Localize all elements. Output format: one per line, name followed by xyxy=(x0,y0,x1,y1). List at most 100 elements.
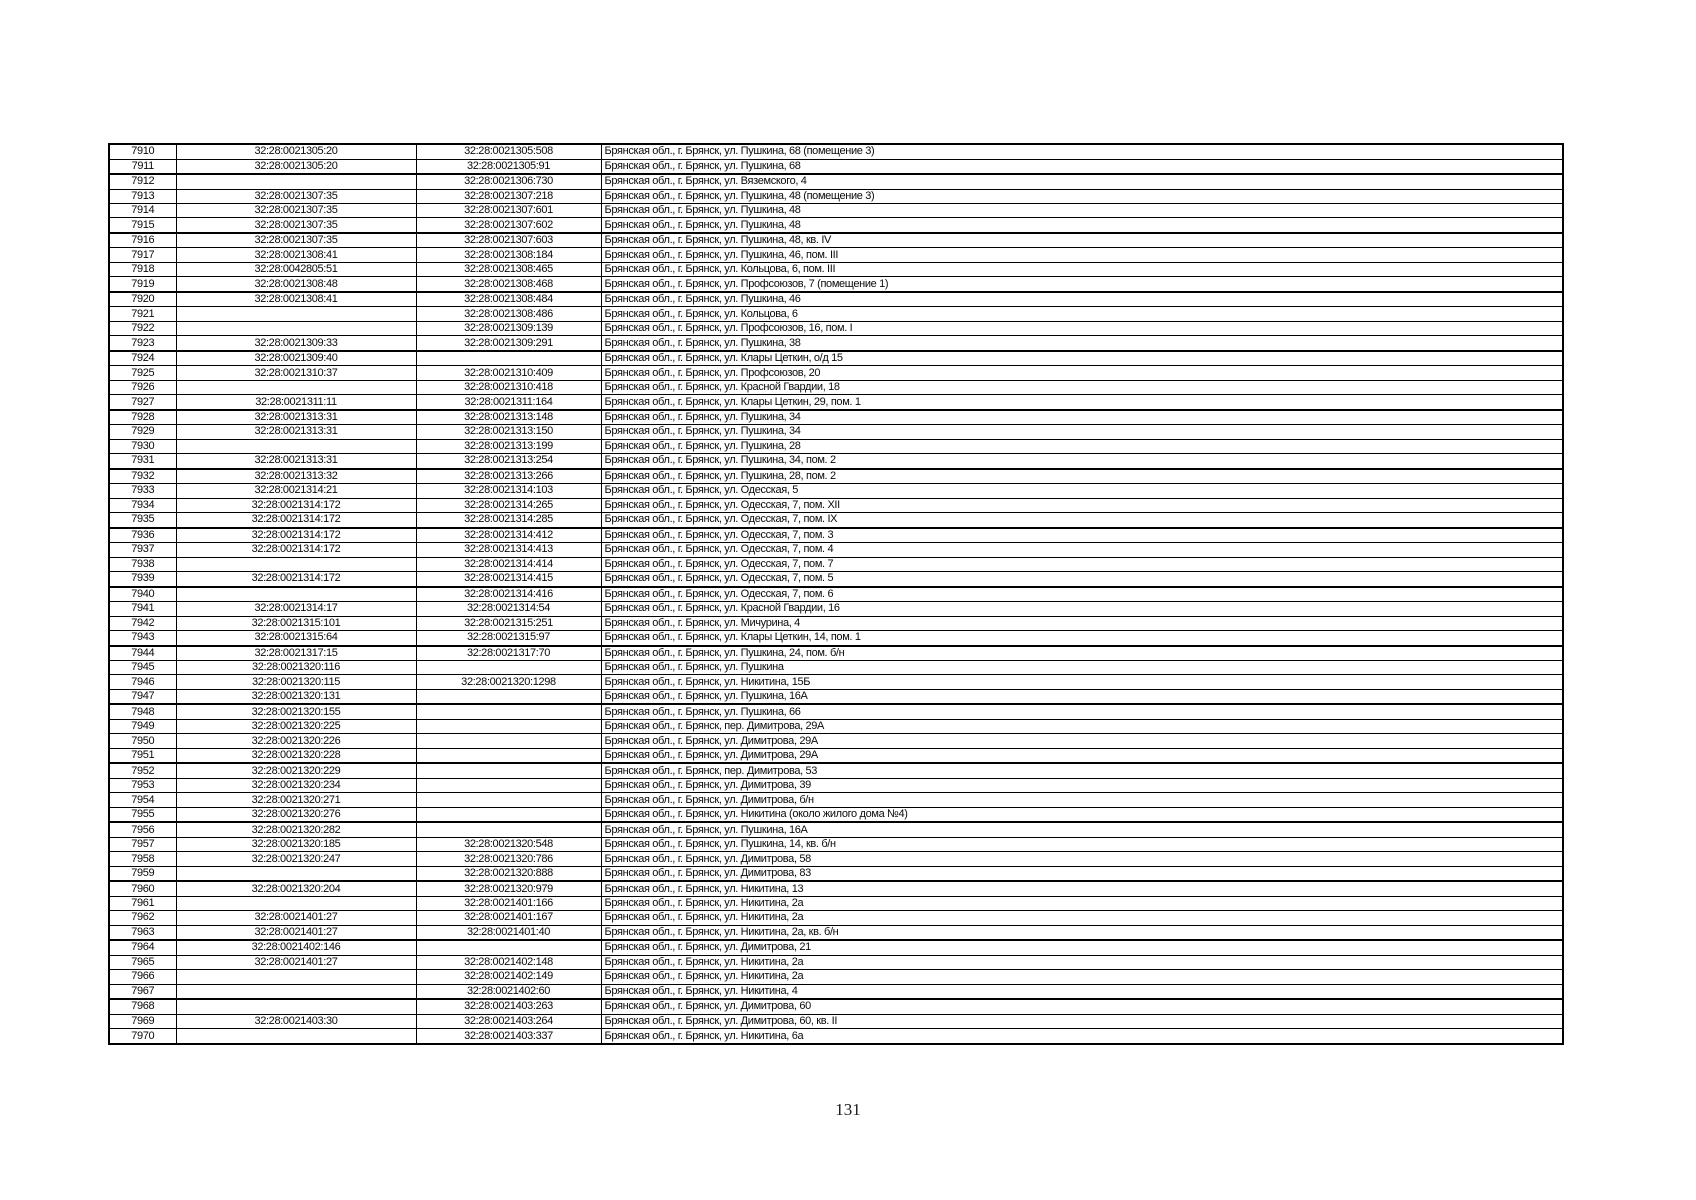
cadastral-number-cell: 32:28:0021308:484 xyxy=(415,291,602,308)
address-cell: Брянская обл., г. Брянск, ул. Клары Цетк… xyxy=(600,350,1564,367)
cadastral-number-cell xyxy=(415,659,602,676)
cadastral-number-cell: 32:28:0021314:54 xyxy=(415,601,602,617)
row-number-cell: 7922 xyxy=(108,320,177,337)
table-row: 7924 32:28:0021309:40 Брянская обл., г. Бр… xyxy=(108,350,1564,367)
cadastral-number-cell: 32:28:0021317:70 xyxy=(415,645,602,661)
row-number-cell: 7934 xyxy=(108,497,177,514)
table-row: 7967 32:28:0021402:60 Брянская обл., г. Бр… xyxy=(108,983,1564,1001)
row-number-cell: 7931 xyxy=(108,453,177,470)
cadastral-number-cell: 32:28:0021314:416 xyxy=(415,586,602,603)
address-cell: Брянская обл., г. Брянск, ул. Пушкина, 3… xyxy=(600,453,1564,470)
previous-cadastral-number-cell xyxy=(175,306,417,322)
row-number-cell: 7935 xyxy=(108,512,177,529)
cadastral-number-cell: 32:28:0021309:139 xyxy=(415,320,602,337)
table-row: 7961 32:28:0021401:166 Брянская обл., г. Б… xyxy=(108,895,1564,912)
previous-cadastral-number-cell: 32:28:0021307:35 xyxy=(175,188,417,204)
address-cell: Брянская обл., г. Брянск, ул. Никитина (… xyxy=(600,806,1564,824)
address-cell: Брянская обл., г. Брянск, ул. Красной Гв… xyxy=(600,601,1564,617)
previous-cadastral-number-cell: 32:28:0021320:234 xyxy=(175,777,417,794)
table-row: 7919 32:28:0021308:48 32:28:0021308:468 Бря… xyxy=(108,276,1564,293)
address-cell: Брянская обл., г. Брянск, ул. Никитина, … xyxy=(600,895,1564,912)
previous-cadastral-number-cell xyxy=(175,983,417,1001)
previous-cadastral-number-cell xyxy=(175,998,417,1015)
address-cell: Брянская обл., г. Брянск, ул. Вяземского… xyxy=(600,173,1564,190)
row-number-cell: 7930 xyxy=(108,438,177,455)
table-row: 7942 32:28:0021315:101 32:28:0021315:251 Бр… xyxy=(108,615,1564,632)
cadastral-number-cell: 32:28:0021313:266 xyxy=(415,468,602,485)
table-row: 7945 32:28:0021320:116 Брянская обл., г. Б… xyxy=(108,659,1564,676)
cadastral-number-cell: 32:28:0021320:786 xyxy=(415,851,602,867)
previous-cadastral-number-cell: 32:28:0021307:35 xyxy=(175,232,417,249)
table-row: 7920 32:28:0021308:41 32:28:0021308:484 Бря… xyxy=(108,291,1564,308)
row-number-cell: 7941 xyxy=(108,601,177,617)
cadastral-number-cell: 32:28:0021320:548 xyxy=(415,836,602,853)
address-cell: Брянская обл., г. Брянск, ул. Никитина, … xyxy=(600,969,1564,985)
row-number-cell: 7945 xyxy=(108,659,177,676)
row-number-cell: 7956 xyxy=(108,821,177,838)
cadastral-number-cell: 32:28:0021401:166 xyxy=(415,895,602,912)
cadastral-number-cell: 32:28:0021308:486 xyxy=(415,306,602,322)
address-cell: Брянская обл., г. Брянск, ул. Пушкина, 1… xyxy=(600,688,1564,706)
table-row: 7962 32:28:0021401:27 32:28:0021401:167 Бря… xyxy=(108,910,1564,926)
table-row: 7969 32:28:0021403:30 32:28:0021403:264 Бря… xyxy=(108,1013,1564,1030)
cadastral-number-cell: 32:28:0021311:164 xyxy=(415,394,602,411)
row-number-cell: 7915 xyxy=(108,217,177,234)
row-number-cell: 7940 xyxy=(108,586,177,603)
previous-cadastral-number-cell: 32:28:0021309:40 xyxy=(175,350,417,367)
address-cell: Брянская обл., г. Брянск, ул. Димитрова,… xyxy=(600,939,1564,956)
table-row: 7957 32:28:0021320:185 32:28:0021320:548 Бр… xyxy=(108,836,1564,853)
table-row: 7929 32:28:0021313:31 32:28:0021313:150 Бря… xyxy=(108,424,1564,440)
table-row: 7943 32:28:0021315:64 32:28:0021315:97 Брян… xyxy=(108,630,1564,647)
previous-cadastral-number-cell: 32:28:0021320:225 xyxy=(175,718,417,735)
table-row: 7932 32:28:0021313:32 32:28:0021313:266 Бря… xyxy=(108,468,1564,485)
cadastral-number-cell: 32:28:0021314:415 xyxy=(415,571,602,588)
cadastral-number-cell: 32:28:0021310:409 xyxy=(415,365,602,381)
table-row: 7914 32:28:0021307:35 32:28:0021307:601 Бря… xyxy=(108,202,1564,219)
address-cell: Брянская обл., г. Брянск, ул. Одесская, … xyxy=(600,512,1564,529)
previous-cadastral-number-cell: 32:28:0021317:15 xyxy=(175,645,417,661)
table-row: 7934 32:28:0021314:172 32:28:0021314:265 Бр… xyxy=(108,497,1564,514)
row-number-cell: 7958 xyxy=(108,851,177,867)
cadastral-number-cell xyxy=(415,806,602,824)
address-cell: Брянская обл., г. Брянск, ул. Пушкина, 4… xyxy=(600,188,1564,204)
previous-cadastral-number-cell: 32:28:0021314:172 xyxy=(175,542,417,558)
row-number-cell: 7947 xyxy=(108,688,177,706)
previous-cadastral-number-cell: 32:28:0021401:27 xyxy=(175,910,417,926)
previous-cadastral-number-cell xyxy=(175,379,417,396)
table-row: 7915 32:28:0021307:35 32:28:0021307:602 Бря… xyxy=(108,217,1564,234)
cadastral-number-cell: 32:28:0021309:291 xyxy=(415,335,602,352)
previous-cadastral-number-cell: 32:28:0021320:155 xyxy=(175,703,417,720)
row-number-cell: 7965 xyxy=(108,954,177,971)
address-cell: Брянская обл., г. Брянск, ул. Никитина, … xyxy=(600,910,1564,926)
row-number-cell: 7967 xyxy=(108,983,177,1001)
address-cell: Брянская обл., г. Брянск, ул. Пушкина, 1… xyxy=(600,836,1564,853)
table-row: 7921 32:28:0021308:486 Брянская обл., г. Б… xyxy=(108,306,1564,322)
row-number-cell: 7963 xyxy=(108,924,177,942)
table-row: 7933 32:28:0021314:21 32:28:0021314:103 Бря… xyxy=(108,483,1564,499)
row-number-cell: 7920 xyxy=(108,291,177,308)
address-cell: Брянская обл., г. Брянск, пер. Димитрова… xyxy=(600,762,1564,779)
address-cell: Брянская обл., г. Брянск, ул. Димитрова,… xyxy=(600,792,1564,808)
page-number: 131 xyxy=(835,1100,861,1119)
cadastral-number-cell xyxy=(415,718,602,735)
table-row: 7955 32:28:0021320:276 Брянская обл., г. Б… xyxy=(108,806,1564,824)
cadastral-number-cell: 32:28:0021315:251 xyxy=(415,615,602,632)
cadastral-number-cell: 32:28:0021307:218 xyxy=(415,188,602,204)
previous-cadastral-number-cell xyxy=(175,969,417,985)
row-number-cell: 7916 xyxy=(108,232,177,249)
row-number-cell: 7939 xyxy=(108,571,177,588)
previous-cadastral-number-cell: 32:28:0021320:282 xyxy=(175,821,417,838)
table-row: 7941 32:28:0021314:17 32:28:0021314:54 Брян… xyxy=(108,601,1564,617)
cadastral-number-cell: 32:28:0021403:263 xyxy=(415,998,602,1015)
address-cell: Брянская обл., г. Брянск, ул. Одесская, … xyxy=(600,483,1564,499)
cadastral-number-cell xyxy=(415,777,602,794)
cadastral-number-cell xyxy=(415,792,602,808)
address-cell: Брянская обл., г. Брянск, ул. Клары Цетк… xyxy=(600,394,1564,411)
address-cell: Брянская обл., г. Брянск, ул. Димитрова,… xyxy=(600,747,1564,765)
address-cell: Брянская обл., г. Брянск, ул. Кольцова, … xyxy=(600,306,1564,322)
row-number-cell: 7914 xyxy=(108,202,177,219)
table-row: 7927 32:28:0021311:11 32:28:0021311:164 Бря… xyxy=(108,394,1564,411)
table-row: 7918 32:28:0042805:51 32:28:0021308:465 Бря… xyxy=(108,261,1564,278)
previous-cadastral-number-cell: 32:28:0021310:37 xyxy=(175,365,417,381)
